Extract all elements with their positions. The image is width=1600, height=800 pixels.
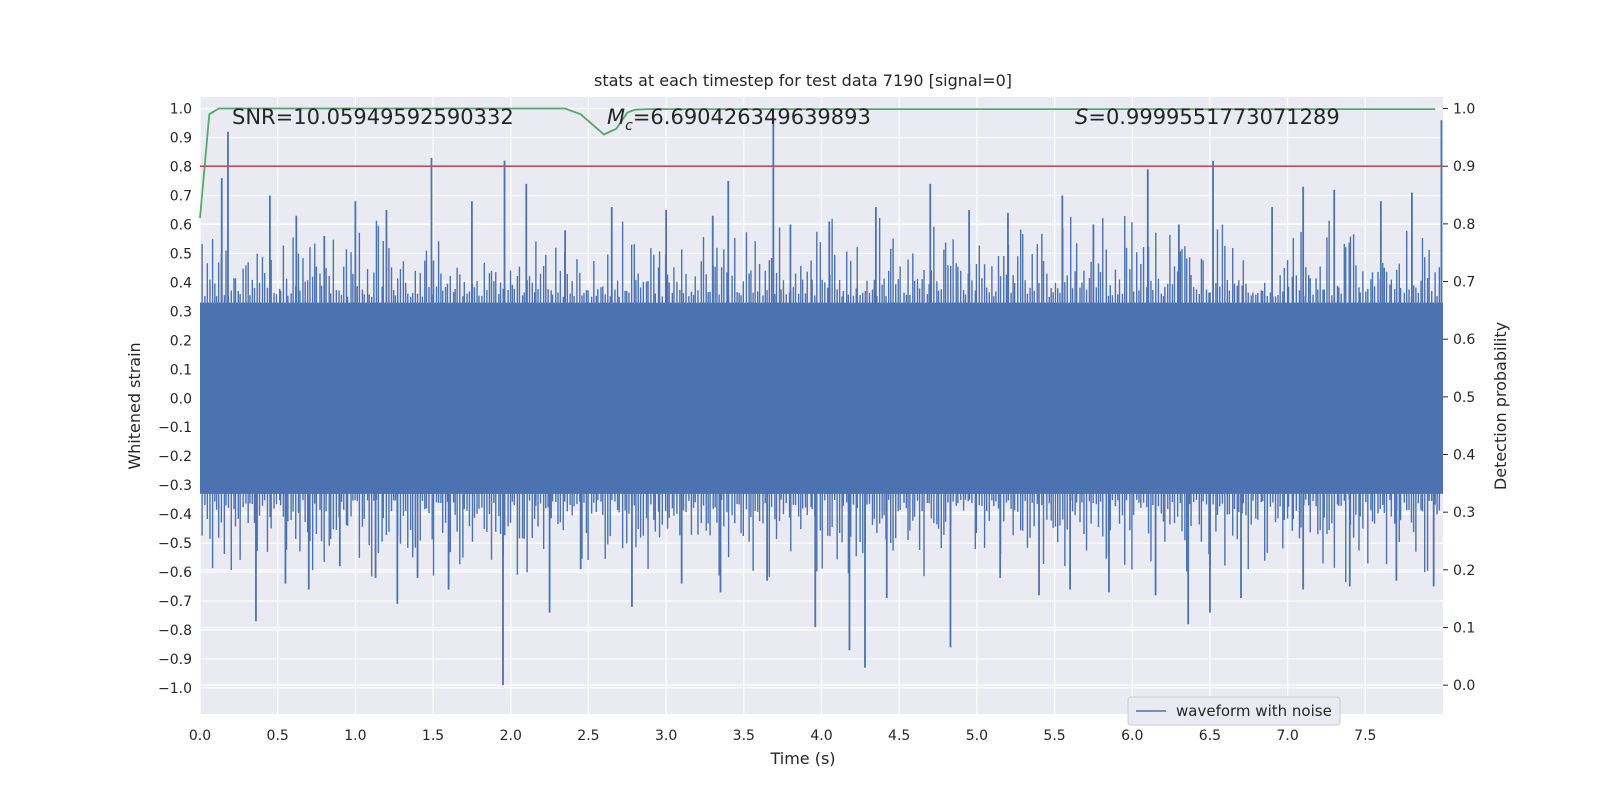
y-left-tick-label: 0.0 xyxy=(170,391,192,407)
y-right-tick-label: 0.2 xyxy=(1453,563,1475,579)
legend: waveform with noise xyxy=(1127,696,1341,726)
x-tick-label: 3.0 xyxy=(655,728,677,744)
y-left-tick-label: −0.7 xyxy=(158,594,192,610)
y-left-tick-label: 0.7 xyxy=(170,188,192,204)
y-left-axis-label: Whitened strain xyxy=(125,342,144,469)
chirp-mass-value: =6.690426349639893 xyxy=(633,105,871,129)
chirp-mass-subscript: c xyxy=(625,118,633,134)
y-left-axis-ticks: 1.0 0.9 0.8 0.7 0.6 0.5 0.4 0.3 0.2 0.1 0.0 −0.1 −0.… xyxy=(158,102,192,697)
y-left-tick-label: −0.2 xyxy=(158,449,192,465)
x-tick-label: 5.5 xyxy=(1043,728,1065,744)
y-right-axis-ticks: 1.0 0.9 0.8 0.7 0.6 0.5 0.4 0.3 0.2 0.1 0.0 xyxy=(1443,102,1475,694)
y-right-tick-label: 0.6 xyxy=(1453,332,1475,348)
waveform-series xyxy=(200,117,1443,686)
y-left-tick-label: −0.5 xyxy=(158,536,192,552)
probability-series xyxy=(199,107,1436,219)
chirp-mass-symbol: M xyxy=(607,105,625,129)
x-axis-ticks: 0.0 0.5 1.0 1.5 2.0 2.5 3.0 3.5 4.0 4.5 5.0 5.5 6.0 6… xyxy=(189,728,1377,744)
y-left-tick-label: 0.5 xyxy=(170,246,192,262)
legend-label: waveform with noise xyxy=(1176,702,1332,720)
x-tick-label: 6.5 xyxy=(1199,728,1221,744)
x-tick-label: 7.0 xyxy=(1276,728,1298,744)
y-right-tick-label: 1.0 xyxy=(1453,102,1475,118)
y-left-tick-label: −0.8 xyxy=(158,623,192,639)
x-tick-label: 0.5 xyxy=(267,728,289,744)
y-left-tick-label: 1.0 xyxy=(170,102,192,118)
y-left-tick-label: 0.9 xyxy=(170,131,192,147)
x-tick-label: 3.5 xyxy=(733,728,755,744)
x-tick-label: 1.0 xyxy=(344,728,366,744)
y-left-tick-label: 0.4 xyxy=(170,275,192,291)
probability-line xyxy=(199,107,1436,219)
x-tick-label: 1.5 xyxy=(422,728,444,744)
y-left-tick-label: −0.1 xyxy=(158,420,192,436)
y-left-tick-label: −0.6 xyxy=(158,565,192,581)
y-left-tick-label: −1.0 xyxy=(158,681,192,697)
y-left-tick-label: −0.9 xyxy=(158,652,192,668)
chirp-mass-annotation: Mc=6.690426349639893 xyxy=(607,105,871,134)
y-left-tick-label: −0.3 xyxy=(158,478,192,494)
y-left-tick-label: 0.3 xyxy=(170,304,192,320)
y-left-tick-label: 0.2 xyxy=(170,333,192,349)
x-tick-label: 4.5 xyxy=(888,728,910,744)
score-annotation: S=0.9999551773071289 xyxy=(1075,105,1340,129)
x-tick-label: 2.0 xyxy=(500,728,522,744)
snr-annotation: SNR=10.05949592590332 xyxy=(232,105,514,129)
x-axis-label: Time (s) xyxy=(769,749,835,768)
chart-title: stats at each timestep for test data 719… xyxy=(594,71,1012,90)
y-left-tick-label: 0.8 xyxy=(170,160,192,176)
y-left-tick-label: 0.1 xyxy=(170,362,192,378)
y-right-tick-label: 0.3 xyxy=(1453,505,1475,521)
x-tick-label: 4.0 xyxy=(810,728,832,744)
y-right-tick-label: 0.8 xyxy=(1453,217,1475,233)
y-left-tick-label: 0.6 xyxy=(170,217,192,233)
x-tick-label: 2.5 xyxy=(577,728,599,744)
legend-box xyxy=(1127,696,1341,726)
y-right-tick-label: 0.1 xyxy=(1453,621,1475,637)
y-left-tick-label: −0.4 xyxy=(158,507,192,523)
y-right-tick-label: 0.5 xyxy=(1453,390,1475,406)
y-right-tick-label: 0.0 xyxy=(1453,678,1475,694)
x-tick-label: 0.0 xyxy=(189,728,211,744)
y-right-tick-label: 0.7 xyxy=(1453,275,1475,291)
y-right-tick-label: 0.4 xyxy=(1453,448,1475,464)
score-value: =0.9999551773071289 xyxy=(1088,105,1339,129)
x-tick-label: 7.5 xyxy=(1354,728,1376,744)
y-right-axis-label: Detection probability xyxy=(1491,322,1510,490)
x-tick-label: 6.0 xyxy=(1121,728,1143,744)
x-tick-label: 5.0 xyxy=(966,728,988,744)
y-right-tick-label: 0.9 xyxy=(1453,159,1475,175)
score-symbol: S xyxy=(1075,105,1088,129)
